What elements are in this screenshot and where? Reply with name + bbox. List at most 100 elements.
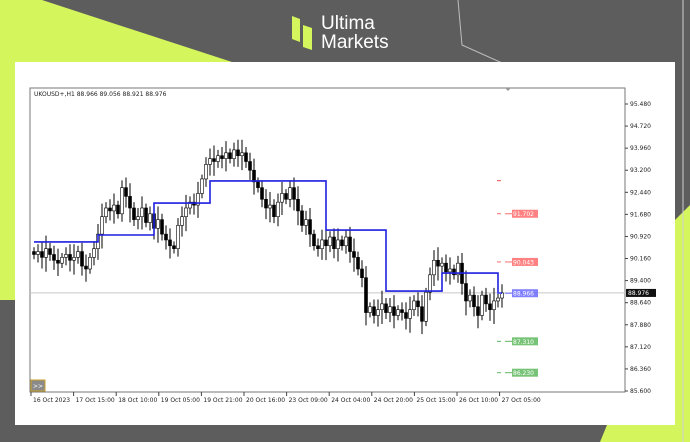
step-line [34, 180, 502, 294]
candle-body [260, 187, 264, 200]
level-label-box [512, 368, 538, 377]
x-tick-label: 24 Oct 20:00 [374, 397, 413, 404]
candle-body [84, 265, 88, 270]
candle-body [372, 306, 376, 316]
symbol-header: UKOUSD+,H1 88.966 89.056 88.921 88.976 [34, 91, 167, 98]
candle-body [280, 193, 284, 203]
candle-body [264, 198, 268, 209]
candle-body [144, 207, 148, 223]
candle-body [64, 254, 68, 258]
candle-body [72, 257, 76, 261]
chart-shift-marker [505, 88, 511, 91]
candle-body [212, 158, 216, 162]
x-tick-label: 20 Oct 16:00 [246, 397, 285, 404]
candle-body [148, 213, 152, 223]
y-tick-label: 89.400 [630, 278, 651, 285]
candle-body [112, 204, 116, 212]
candle-body [184, 207, 188, 218]
candle-body [44, 248, 48, 258]
candle-body [128, 196, 132, 209]
candle-body [400, 309, 404, 313]
candle-body [56, 259, 60, 264]
candle-body [32, 251, 36, 255]
candle-body [292, 187, 296, 200]
candle-body [468, 294, 472, 302]
candle-body [172, 245, 176, 249]
candle-body [352, 251, 356, 258]
candle-body [224, 152, 228, 159]
candle-body [48, 248, 52, 255]
x-tick-label: 25 Oct 15:00 [416, 397, 455, 404]
candle-body [388, 306, 392, 313]
level-label: 91.702 [513, 211, 534, 218]
candle-body [380, 303, 384, 310]
current-price-box [626, 288, 656, 297]
candle-body [124, 187, 128, 197]
candle-body [448, 268, 452, 273]
candle-body [252, 169, 256, 183]
candle-body [392, 306, 396, 316]
candle-body [236, 149, 240, 157]
candle-body [416, 300, 420, 308]
candle-body [160, 219, 164, 235]
candle-body [440, 262, 444, 267]
candle-body [408, 309, 412, 319]
candle-body [80, 251, 84, 267]
candle-body [332, 236, 336, 249]
y-tick-label: 94.720 [630, 123, 651, 130]
level-label: 88.966 [513, 291, 534, 298]
x-tick-label: 26 Oct 10:00 [459, 397, 498, 404]
candle-body [108, 207, 112, 212]
candle-body [436, 259, 440, 267]
candle-body [312, 233, 316, 247]
scroll-to-end-button[interactable] [30, 379, 46, 392]
candle-body [40, 251, 44, 258]
candle-body [476, 306, 480, 316]
candle-body [412, 300, 416, 310]
candle-body [308, 219, 312, 235]
x-tick-label: 18 Oct 10:00 [118, 397, 157, 404]
candle-body [244, 152, 248, 162]
candle-body [208, 158, 212, 165]
candle-body [472, 294, 476, 308]
candle-body [452, 268, 456, 276]
candle-body [324, 239, 328, 247]
candle-body [268, 204, 272, 209]
candle-body [176, 225, 180, 249]
plot-frame [29, 87, 626, 393]
candle-body [200, 178, 204, 194]
x-tick-label: 24 Oct 04:00 [331, 397, 370, 404]
candle-body [404, 312, 408, 319]
candle-body [464, 283, 468, 302]
x-tick-label: 19 Oct 05:00 [161, 397, 200, 404]
candle-body [156, 219, 160, 229]
level-label-box [512, 209, 538, 218]
candle-body [232, 149, 236, 159]
candle-body [180, 216, 184, 226]
logo-line1: Ultima [321, 13, 375, 34]
candle-body [196, 193, 200, 206]
y-tick-label: 88.640 [630, 300, 651, 307]
candle-body [420, 306, 424, 322]
candle-body [360, 268, 364, 279]
candle-body [256, 181, 260, 188]
candle-body [384, 303, 388, 313]
candle-body [136, 216, 140, 220]
y-tick-label: 90.920 [630, 233, 651, 240]
y-tick-label: 91.680 [630, 211, 651, 218]
x-tick-label: 23 Oct 09:00 [289, 397, 328, 404]
ultima-markets-logo: Ultima Markets [292, 14, 389, 52]
current-price-label: 88.976 [628, 290, 649, 297]
logo-mark-icon [292, 16, 312, 50]
candle-body [424, 291, 428, 322]
y-tick-label: 86.360 [630, 366, 651, 373]
candle-body [248, 161, 252, 171]
candle-body [164, 233, 168, 241]
candle-body [228, 152, 232, 159]
level-label-box [512, 337, 538, 346]
y-tick-label: 93.960 [630, 145, 651, 152]
candle-body [428, 274, 432, 293]
scroll-button-label: >> [33, 383, 43, 390]
candle-body [68, 254, 72, 261]
candle-body [484, 294, 488, 305]
